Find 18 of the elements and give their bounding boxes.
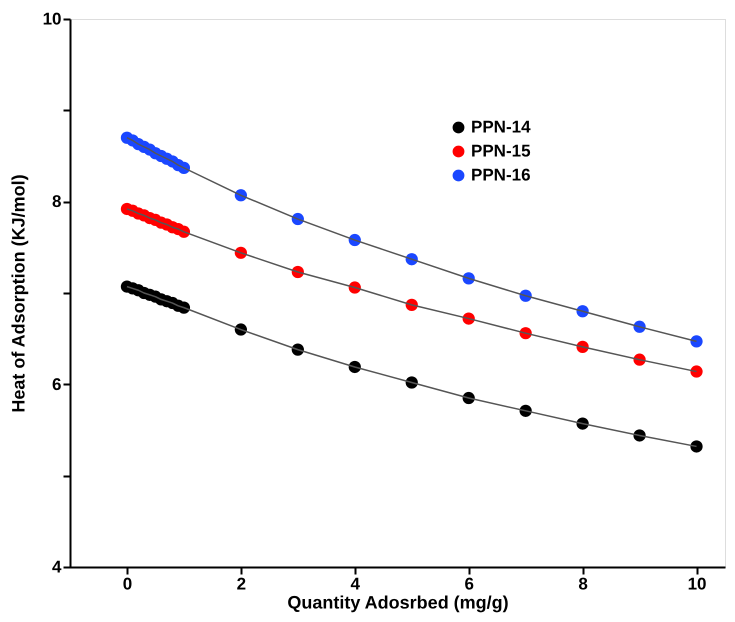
legend-label: PPN-16 [471,166,531,184]
y-axis-title: Heat of Adsorption (KJ/mol) [8,174,29,413]
point [690,365,703,378]
x-tick-label: 4 [350,574,361,594]
x-tick-label: 10 [688,574,706,594]
y-tick-label: 8 [52,192,62,212]
y-tick-label: 6 [52,374,62,394]
x-axis-title: Quantity Adosrbed (mg/g) [287,592,509,612]
legend-label: PPN-15 [471,142,531,160]
x-tick-label: 6 [464,574,474,594]
legend-label: PPN-14 [471,118,532,136]
y-tick-label: 4 [52,558,62,576]
y-tick-label: 10 [42,10,62,28]
point [690,335,703,348]
point [690,440,703,453]
x-tick-label: 2 [236,574,246,594]
x-tick-label: 0 [122,574,132,594]
x-tick-label: 8 [578,574,588,594]
